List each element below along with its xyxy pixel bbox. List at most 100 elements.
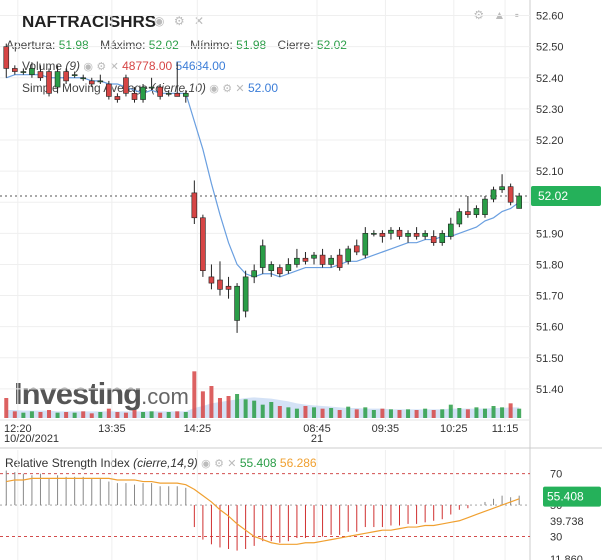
investing-logo: Investing.com: [14, 376, 189, 412]
rsi-value-1: 55.408: [239, 456, 277, 470]
candle-body: [319, 254, 326, 265]
candle-body: [473, 208, 480, 215]
volume-bar: [388, 409, 393, 418]
rsi-tick-label: 11.860: [550, 554, 583, 560]
volume-bar: [465, 409, 470, 418]
high-label: Máximo:: [100, 38, 146, 52]
candle-body: [439, 233, 446, 243]
candle-body: [80, 77, 87, 80]
candle-body: [268, 264, 275, 271]
settings-icon[interactable]: ⚙: [473, 8, 488, 22]
volume-bar: [166, 412, 171, 418]
candle-body: [465, 211, 471, 215]
close-icon[interactable]: ✕: [227, 458, 237, 470]
volume-bar: [217, 398, 222, 418]
sma-line: [6, 74, 520, 278]
x-tick-label: 08:45: [303, 423, 331, 435]
volume-bar: [123, 412, 128, 418]
y-tick-label: 52.20: [536, 135, 564, 147]
candle-body: [302, 257, 309, 262]
candle-body: [388, 229, 394, 234]
candle-body: [516, 195, 522, 209]
volume-bar: [508, 403, 513, 418]
volume-bar: [98, 412, 103, 418]
volume-bar: [354, 409, 359, 418]
candle-body: [242, 276, 249, 312]
settings-icon[interactable]: ⚙: [173, 14, 188, 28]
candle-body: [259, 245, 266, 268]
header-icons: ◉ ⚙ ✕: [154, 14, 207, 28]
volume-bar: [192, 371, 197, 418]
close-value: 52.02: [316, 38, 347, 52]
low-label: Mínimo:: [190, 38, 233, 52]
rsi-legend[interactable]: Relative Strength Index (cierre,14,9) ◉ …: [5, 456, 317, 470]
settings-icon[interactable]: ⚙: [96, 61, 107, 73]
candle-body: [294, 257, 300, 265]
close-icon[interactable]: ✕: [235, 83, 245, 95]
volume-bar: [397, 410, 402, 418]
candle-body: [191, 192, 198, 219]
eye-icon[interactable]: ◉: [154, 14, 168, 28]
settings-icon[interactable]: ⚙: [222, 83, 233, 95]
volume-bar: [12, 411, 17, 418]
rsi-tick-label: 50: [550, 500, 562, 512]
volume-bar: [431, 410, 436, 418]
rsi-tick-label: 30: [550, 531, 562, 543]
candle-body: [490, 189, 497, 200]
eye-icon[interactable]: ◉: [83, 61, 93, 73]
lock-icon[interactable]: ▪: [514, 8, 522, 22]
volume-legend[interactable]: Volume (9) ◉ ⚙ ✕ 48778.00 54684.00: [22, 59, 226, 73]
candle-body: [114, 96, 121, 100]
last-price-tag: [531, 186, 601, 206]
y-tick-label: 51.60: [536, 322, 564, 334]
volume-bar: [457, 408, 462, 418]
low-value: 51.98: [236, 38, 267, 52]
volume-bar: [294, 408, 299, 418]
high-value: 52.02: [148, 38, 179, 52]
candle-body: [311, 254, 317, 259]
rsi-param: (cierre,14,9): [133, 456, 198, 470]
volume-bar: [363, 407, 368, 418]
rsi-tick-label: 39.738: [550, 516, 584, 528]
last-price-label: 52.02: [538, 189, 568, 203]
volume-bar: [346, 406, 351, 418]
x-tick-label: 13:35: [98, 423, 126, 435]
candle-body: [12, 68, 18, 72]
volume-bar: [482, 408, 487, 418]
volume-bar: [406, 409, 411, 418]
volume-bar: [4, 398, 9, 418]
y-tick-label: 51.70: [536, 291, 564, 303]
volume-bar: [72, 412, 77, 418]
eye-icon[interactable]: ◉: [209, 83, 219, 95]
volume-value-2: 54684.00: [175, 59, 226, 73]
volume-bar: [312, 407, 317, 418]
sma-legend[interactable]: Simple Moving Average (cierre,10) ◉ ⚙ ✕ …: [22, 81, 278, 95]
candle-body: [371, 233, 377, 235]
close-icon[interactable]: ✕: [109, 61, 119, 73]
y-tick-label: 51.50: [536, 353, 564, 365]
y-tick-label: 52.40: [536, 73, 564, 85]
volume-bar: [380, 408, 385, 418]
candle-body: [482, 198, 488, 215]
y-tick-label: 52.60: [536, 11, 564, 23]
eye-icon[interactable]: ◉: [201, 458, 211, 470]
volume-value-1: 48778.00: [122, 59, 173, 73]
volume-name: Volume: [22, 59, 63, 73]
rsi-value-label: 55.408: [547, 490, 584, 504]
candle-body: [217, 279, 223, 290]
volume-bar: [286, 407, 291, 418]
volume-bar: [158, 412, 163, 418]
settings-icon[interactable]: ⚙: [214, 458, 224, 470]
close-icon[interactable]: ✕: [193, 14, 207, 28]
candle-body: [225, 285, 232, 290]
camera-icon[interactable]: ▲: [493, 8, 509, 22]
volume-bar: [149, 411, 154, 418]
x-tick-label: 10:25: [440, 423, 468, 435]
rsi-tick-label: 70: [550, 469, 562, 481]
toolbar-icons: ⚙ ▲ ▪: [473, 8, 522, 22]
volume-bar: [175, 411, 180, 418]
candle-body: [507, 186, 514, 203]
volume-bar: [474, 407, 479, 418]
symbol-title: NAFTRACISHRS: [22, 12, 157, 31]
sma-name: Simple Moving Average: [22, 81, 148, 95]
